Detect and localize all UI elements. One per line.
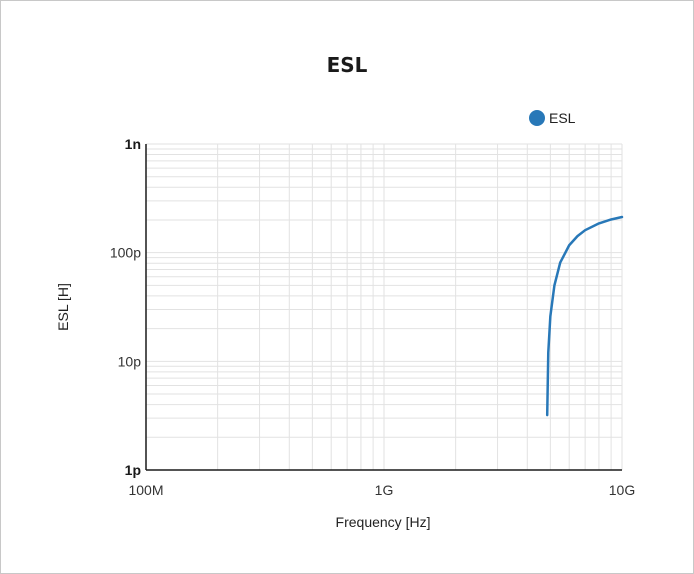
legend[interactable]: ESL xyxy=(529,110,576,126)
y-axis-label: ESL [H] xyxy=(55,283,71,331)
chart-title: ESL xyxy=(327,53,368,77)
y-tick-labels: 1p 10p 100p 1n xyxy=(110,136,141,478)
axes xyxy=(145,144,622,471)
x-tick-label: 10G xyxy=(609,482,635,498)
x-tick-label: 1G xyxy=(375,482,394,498)
x-axis-label: Frequency [Hz] xyxy=(336,514,431,530)
x-tick-label: 100M xyxy=(128,482,163,498)
legend-label-esl: ESL xyxy=(549,110,576,126)
y-tick-label: 1p xyxy=(125,462,141,478)
series-line-esl xyxy=(545,215,624,417)
x-tick-labels: 100M 1G 10G xyxy=(128,482,635,498)
y-tick-label: 100p xyxy=(110,245,141,261)
legend-marker xyxy=(529,110,545,126)
series-layer xyxy=(545,215,624,417)
y-tick-label: 10p xyxy=(118,353,142,369)
y-tick-label: 1n xyxy=(125,136,141,152)
